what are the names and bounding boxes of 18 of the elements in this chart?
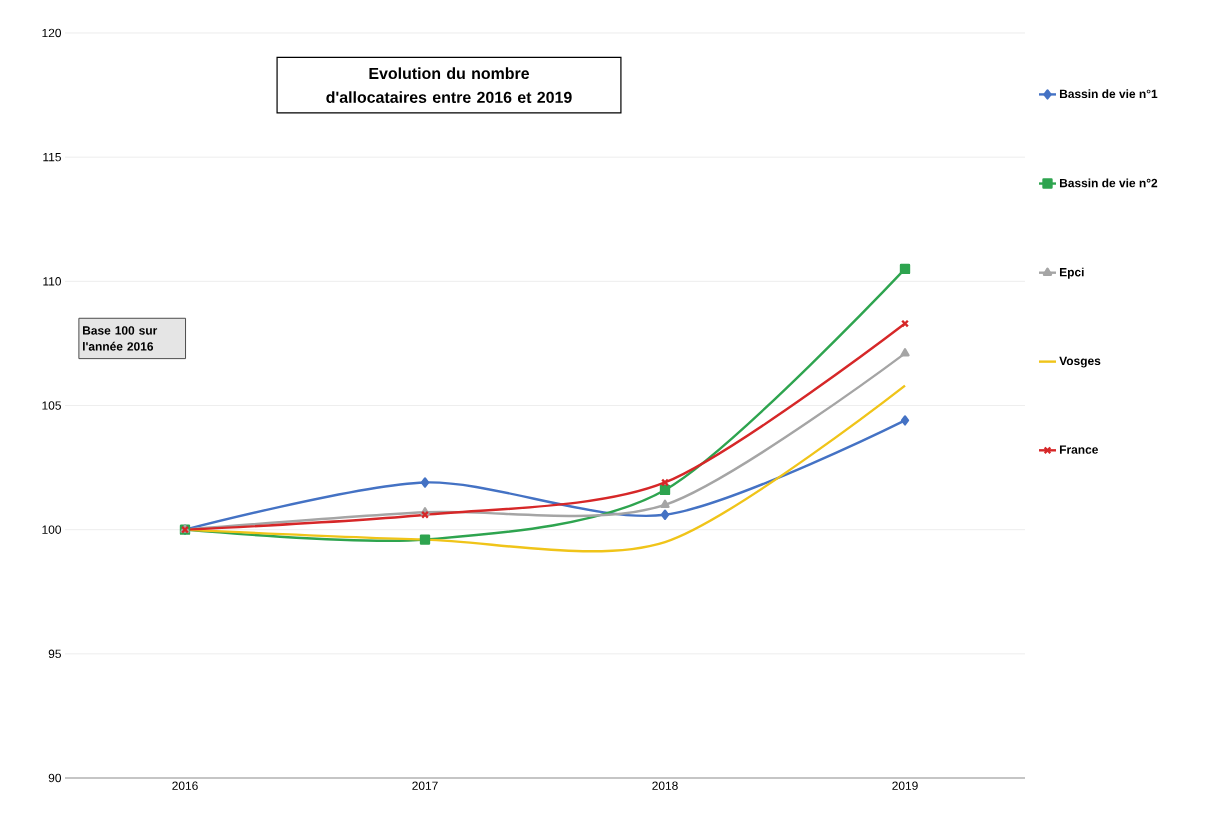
annotation: Base 100 sur l'année 2016 xyxy=(83,326,158,351)
text: Evolution du nombre d'allocataires entre 2016 et 2019 xyxy=(326,67,572,103)
x-tick-label: 2017 xyxy=(412,781,438,790)
legend-label: Epci xyxy=(1059,267,1084,279)
y-tick-label: 95 xyxy=(48,649,61,659)
legend-label: France xyxy=(1059,445,1098,454)
legend-label: Bassin de vie n°2 xyxy=(1059,178,1158,188)
y-tick-label: 100 xyxy=(42,525,62,534)
legend-label: Bassin de vie n°1 xyxy=(1059,89,1158,99)
y-tick-label: 105 xyxy=(42,401,61,410)
x-tick-label: 2016 xyxy=(172,781,198,790)
y-tick-label: 90 xyxy=(48,773,62,783)
y-tick-label: 120 xyxy=(42,28,62,38)
y-tick-label: 115 xyxy=(43,152,61,162)
x-tick-label: 2018 xyxy=(652,781,678,790)
legend-label: Vosges xyxy=(1059,356,1101,368)
y-tick-label: 110 xyxy=(43,277,62,286)
x-tick-label: 2019 xyxy=(892,781,918,790)
